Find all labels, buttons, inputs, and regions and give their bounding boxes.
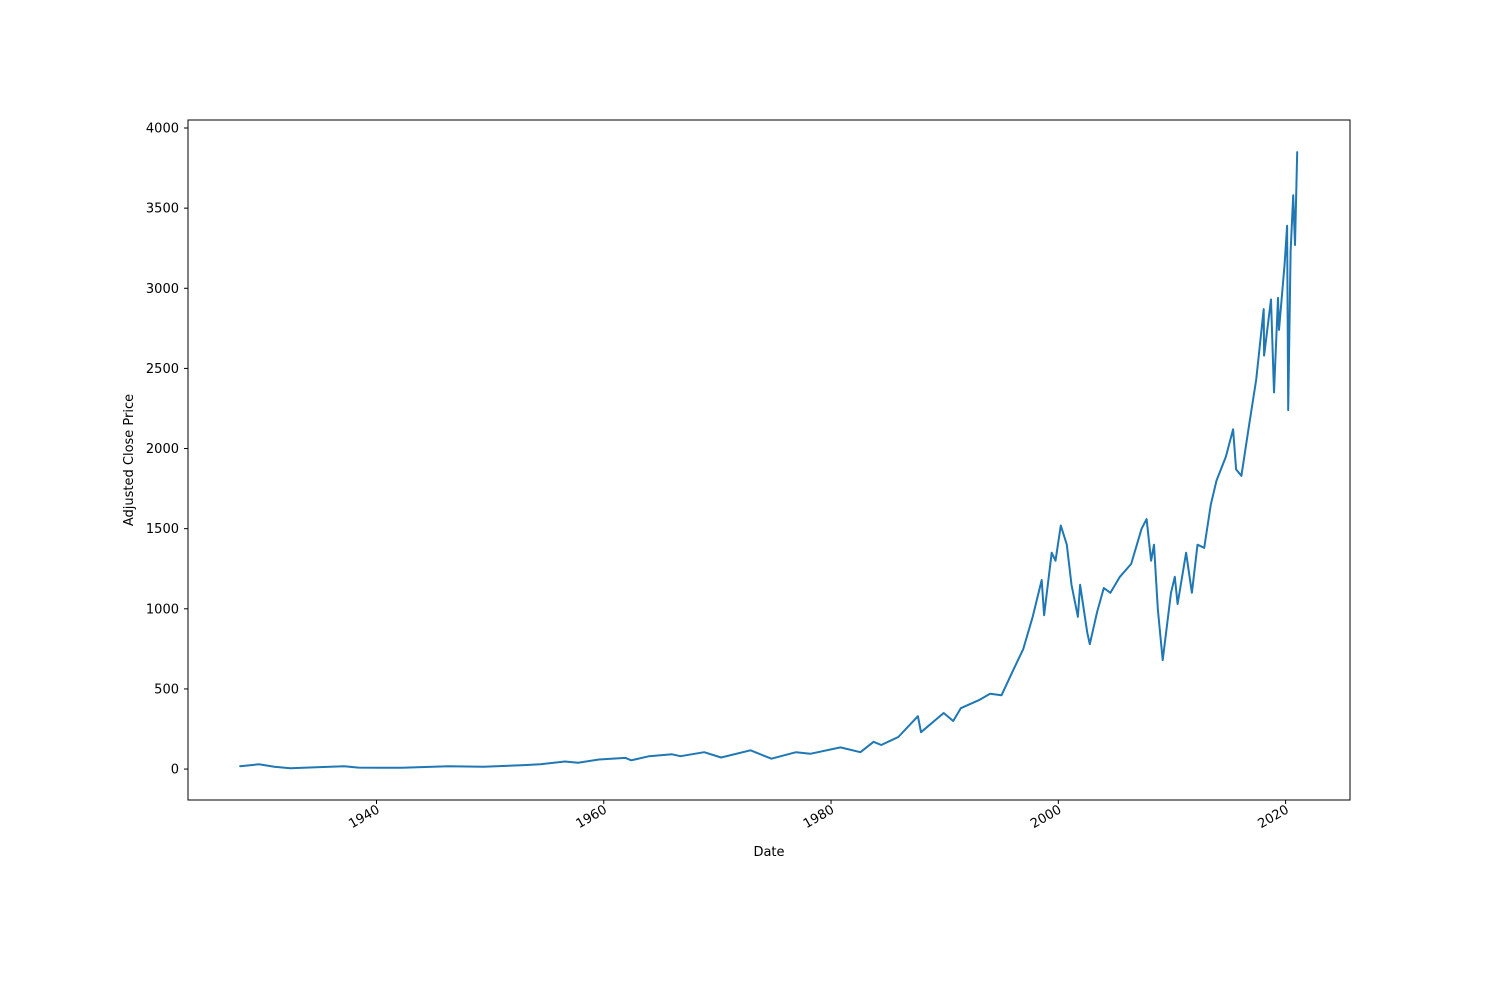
y-tick-label-2: 1000 xyxy=(146,602,179,617)
y-tick-label-1: 500 xyxy=(154,682,179,697)
y-axis-ticks: 0 500 1000 1500 2000 2500 3000 3500 4000 xyxy=(146,122,188,778)
y-axis-label: Adjusted Close Price xyxy=(122,394,137,526)
y-tick-label-7: 3500 xyxy=(146,202,179,217)
plot-frame xyxy=(187,119,1351,801)
y-tick-label-3: 1500 xyxy=(146,522,179,537)
y-tick-label-4: 2000 xyxy=(146,442,179,457)
series-line-0 xyxy=(239,151,1299,770)
series-layer xyxy=(239,151,1299,770)
x-axis-label: Date xyxy=(753,845,784,860)
y-tick-label-8: 4000 xyxy=(146,122,179,137)
y-tick-label-5: 2500 xyxy=(146,362,179,377)
y-tick-label-6: 3000 xyxy=(146,282,179,297)
y-tick-label-0: 0 xyxy=(171,763,179,778)
